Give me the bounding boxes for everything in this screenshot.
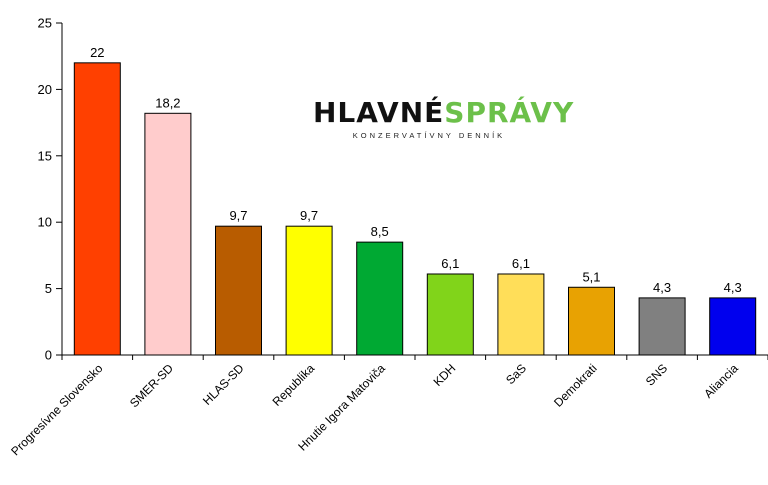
- category-label: Aliancia: [701, 361, 741, 401]
- bar: [285, 225, 333, 356]
- data-label: 9,7: [229, 208, 247, 223]
- logo-wordmark: HLAVNÉSPRÁVY: [313, 96, 573, 130]
- category-label: Demokrati: [551, 361, 600, 410]
- data-label: 6,1: [512, 256, 530, 271]
- data-label: 4,3: [653, 280, 671, 295]
- bar: [144, 112, 192, 356]
- bar: [709, 297, 757, 356]
- bar: [356, 241, 404, 356]
- y-tick-label: 10: [38, 215, 52, 230]
- logo-word-left: HLAVNÉ: [313, 96, 445, 129]
- bar: [638, 297, 686, 356]
- data-label: 4,3: [724, 280, 742, 295]
- bar: [426, 273, 474, 356]
- bar: [497, 273, 545, 356]
- data-label: 18,2: [155, 95, 180, 110]
- y-tick-label: 0: [45, 348, 52, 363]
- category-label: Republika: [270, 361, 318, 409]
- data-label: 8,5: [371, 224, 389, 239]
- bar: [215, 225, 262, 356]
- y-tick-label: 20: [38, 82, 52, 97]
- y-tick-label: 15: [38, 148, 52, 163]
- logo-word-right: SPRÁVY: [444, 96, 575, 129]
- data-label: 6,1: [441, 256, 459, 271]
- y-tick-label: 5: [45, 281, 52, 296]
- hlavne-spravy-logo: HLAVNÉSPRÁVY KONZERVATÍVNY DENNÍK: [313, 96, 573, 140]
- category-label: SNS: [643, 361, 670, 388]
- bars: [73, 62, 757, 356]
- y-tick-label: 25: [38, 16, 52, 31]
- bar: [568, 286, 615, 356]
- data-label: 22: [90, 45, 104, 60]
- data-label: 5,1: [582, 269, 600, 284]
- logo-tagline: KONZERVATÍVNY DENNÍK: [352, 131, 506, 140]
- bar: [73, 62, 121, 356]
- category-label: Progresívne Slovensko: [8, 361, 105, 458]
- data-label: 9,7: [300, 208, 318, 223]
- category-label: KDH: [431, 361, 459, 389]
- category-label: SMER-SD: [127, 361, 176, 410]
- category-label: SaS: [503, 361, 529, 387]
- category-label: HLAS-SD: [200, 361, 247, 408]
